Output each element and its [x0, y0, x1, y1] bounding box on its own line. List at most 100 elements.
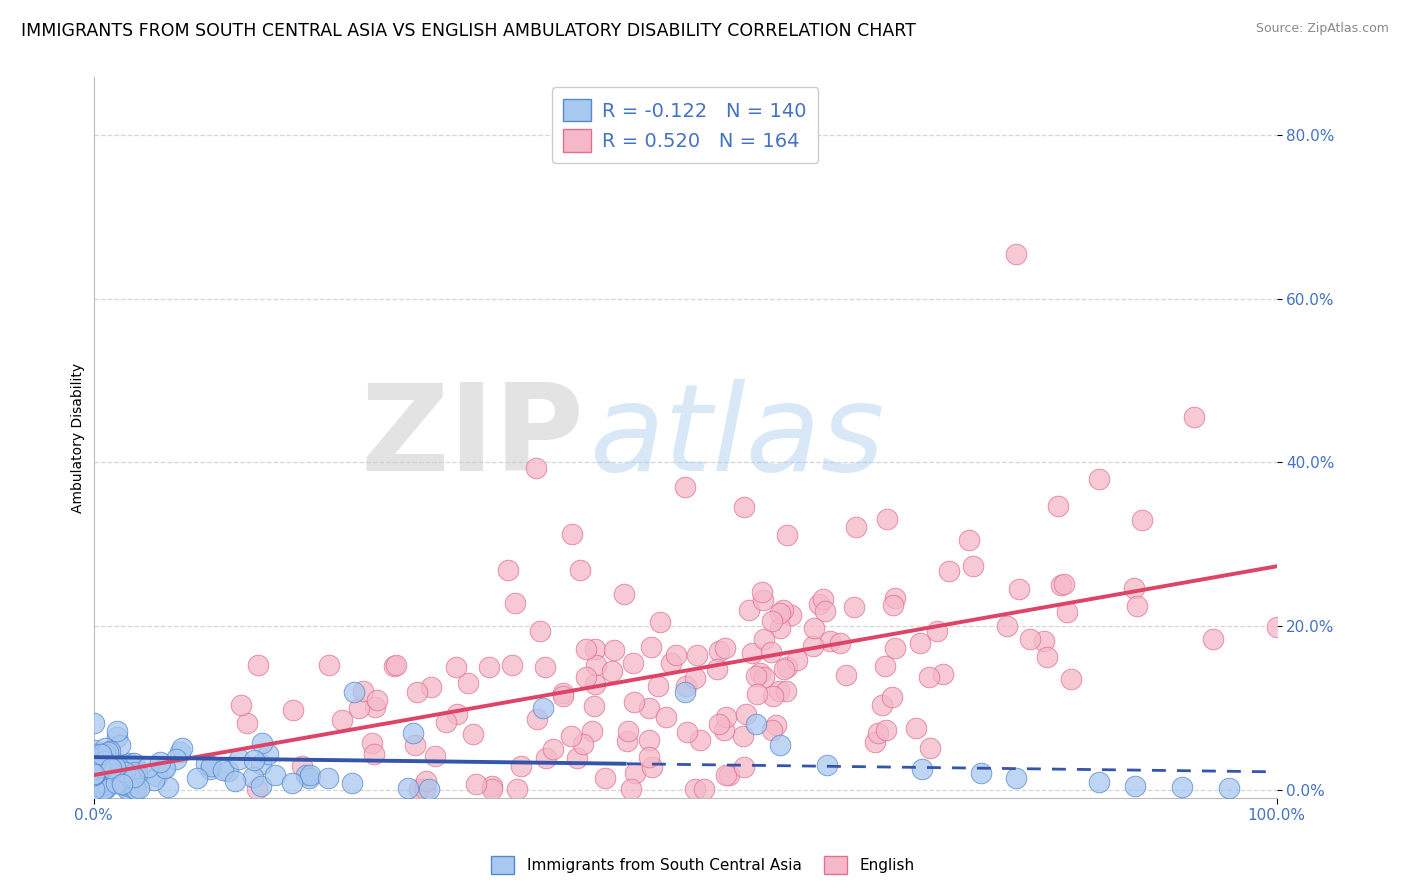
Point — [673, 684, 696, 698]
Point — [683, 671, 706, 685]
Point — [761, 723, 783, 738]
Point — [382, 659, 405, 673]
Point — [779, 608, 801, 623]
Point — [962, 559, 984, 574]
Point — [299, 767, 322, 781]
Point — [706, 662, 728, 676]
Point — [83, 753, 105, 767]
Point — [575, 670, 598, 684]
Point — [156, 780, 179, 794]
Point — [256, 747, 278, 761]
Point — [298, 771, 321, 785]
Point — [1036, 649, 1059, 664]
Point — [595, 771, 617, 785]
Point — [444, 660, 467, 674]
Point — [957, 533, 980, 547]
Point — [107, 759, 129, 773]
Point — [246, 782, 269, 797]
Point — [194, 756, 217, 771]
Point — [818, 634, 841, 648]
Point — [1202, 632, 1225, 646]
Point — [1123, 581, 1146, 595]
Point — [741, 646, 763, 660]
Point — [640, 640, 662, 654]
Point — [98, 763, 121, 777]
Point — [405, 685, 427, 699]
Point — [212, 763, 235, 777]
Point — [340, 775, 363, 789]
Point — [713, 723, 735, 737]
Point — [83, 765, 105, 780]
Point — [583, 642, 606, 657]
Point — [689, 732, 711, 747]
Point — [553, 686, 575, 700]
Point — [1088, 472, 1111, 486]
Point — [120, 770, 142, 784]
Point — [868, 725, 890, 739]
Point — [1218, 781, 1240, 796]
Point — [83, 771, 105, 785]
Point — [128, 780, 150, 795]
Point — [811, 591, 834, 606]
Point — [905, 721, 928, 735]
Point — [707, 644, 730, 658]
Point — [1033, 634, 1056, 648]
Point — [716, 709, 738, 723]
Point — [332, 714, 354, 728]
Point — [96, 759, 118, 773]
Point — [571, 738, 593, 752]
Point — [96, 762, 118, 776]
Point — [1060, 672, 1083, 686]
Text: ZIP: ZIP — [361, 379, 585, 496]
Point — [246, 658, 269, 673]
Point — [91, 774, 114, 789]
Point — [761, 614, 783, 628]
Point — [404, 738, 426, 752]
Point — [84, 776, 107, 790]
Point — [1050, 577, 1073, 591]
Point — [621, 656, 644, 670]
Point — [83, 775, 105, 789]
Point — [748, 666, 770, 681]
Point — [97, 765, 120, 780]
Point — [217, 764, 239, 779]
Point — [83, 756, 105, 770]
Point — [624, 766, 647, 780]
Point — [1126, 599, 1149, 613]
Point — [875, 723, 897, 737]
Point — [814, 604, 837, 618]
Legend: Immigrants from South Central Asia, English: Immigrants from South Central Asia, Engl… — [485, 850, 921, 880]
Point — [534, 659, 557, 673]
Point — [693, 782, 716, 797]
Point — [98, 744, 121, 758]
Point — [83, 755, 105, 769]
Point — [242, 754, 264, 768]
Point — [434, 714, 457, 729]
Point — [709, 717, 731, 731]
Point — [745, 669, 768, 683]
Point — [828, 636, 851, 650]
Point — [647, 680, 669, 694]
Point — [125, 763, 148, 777]
Point — [101, 770, 124, 784]
Point — [224, 773, 246, 788]
Point — [807, 597, 830, 611]
Point — [84, 764, 107, 779]
Point — [83, 763, 105, 777]
Point — [876, 512, 898, 526]
Point — [114, 761, 136, 775]
Y-axis label: Ambulatory Disability: Ambulatory Disability — [72, 363, 86, 513]
Point — [83, 782, 105, 797]
Point — [503, 596, 526, 610]
Point — [648, 615, 671, 629]
Point — [751, 584, 773, 599]
Point — [752, 632, 775, 646]
Point — [776, 659, 799, 673]
Point — [616, 733, 638, 747]
Point — [90, 775, 112, 789]
Point — [575, 642, 598, 657]
Point — [553, 689, 575, 703]
Point — [641, 760, 664, 774]
Point — [146, 769, 169, 783]
Point — [96, 750, 118, 764]
